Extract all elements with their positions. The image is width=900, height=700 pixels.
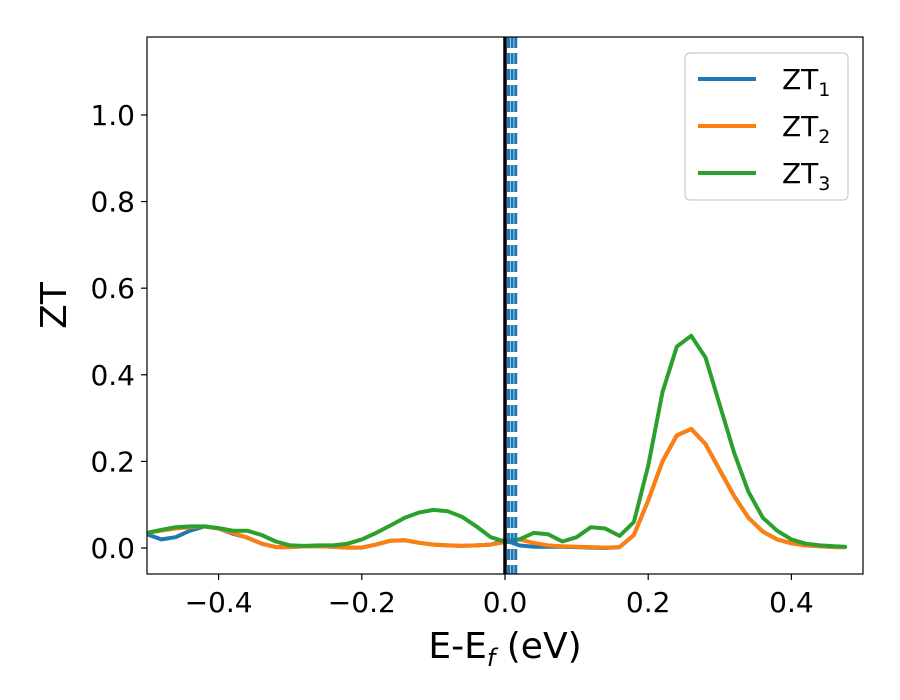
series-line-zt2 — [147, 426, 848, 550]
axis-ticks: −0.4 −0.2 0.0 0.2 0.4 0.0 0.2 0.4 0.6 0.8 1.0 — [90, 99, 813, 619]
x-axis-label: E-Ef (eV) — [428, 626, 581, 672]
x-tick-label: 0.4 — [769, 586, 814, 619]
series-line-zt3 — [147, 333, 848, 549]
y-tick-label: 1.0 — [90, 99, 135, 132]
y-tick-label: 0.0 — [90, 532, 135, 565]
x-axis-label-main: E-E — [428, 626, 486, 667]
legend-label-zt3: ZT3 — [782, 157, 830, 195]
y-tick-label: 0.8 — [90, 186, 135, 219]
legend-label-zt2: ZT2 — [782, 110, 830, 148]
plot-area — [147, 37, 848, 574]
y-tick-label: 0.6 — [90, 272, 135, 305]
y-axis-label: ZT — [34, 281, 75, 329]
y-tick-label: 0.2 — [90, 445, 135, 478]
legend-label-zt1: ZT1 — [782, 63, 830, 101]
legend: ZT1 ZT2 ZT3 — [684, 52, 849, 201]
x-tick-label: 0.2 — [626, 586, 671, 619]
x-tick-label: −0.2 — [328, 586, 396, 619]
x-tick-label: 0.0 — [483, 586, 528, 619]
x-axis-label-unit: (eV) — [495, 626, 581, 667]
x-tick-label: −0.4 — [185, 586, 253, 619]
legend-frame — [684, 52, 849, 201]
y-tick-label: 0.4 — [90, 359, 135, 392]
